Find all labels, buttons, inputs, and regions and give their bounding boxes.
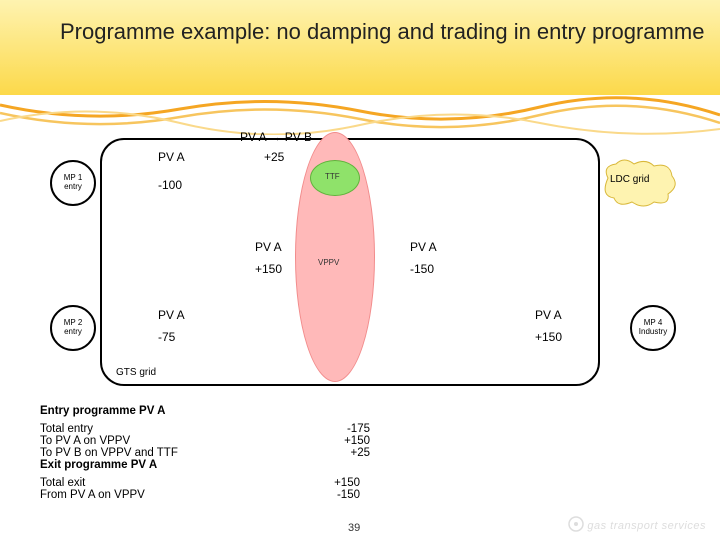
table-row: From PV A on VPPV-150 (40, 489, 360, 501)
ttf-label: TTF (325, 172, 340, 181)
mp2-label: MP 2 entry (64, 319, 83, 337)
mp1-node: MP 1 entry (50, 160, 96, 206)
header-bar (0, 0, 720, 95)
exit-row-val: +150 (316, 477, 360, 489)
programme-tables: Entry programme PV A Total entry-175 To … (40, 405, 690, 501)
footer-brand: gas transport services (568, 516, 706, 532)
brand-icon (568, 516, 584, 532)
bot-left-pva: PV A (158, 308, 185, 322)
entry-row-val: +25 (326, 447, 370, 459)
exit-row-label: From PV A on VPPV (40, 489, 316, 501)
table-row: To PV B on VPPV and TTF+25 (40, 447, 370, 459)
footer-brand-text: gas transport services (587, 520, 706, 532)
mid-right-pva: PV A (410, 240, 437, 254)
mp2-node: MP 2 entry (50, 305, 96, 351)
mp4-label: MP 4 Industry (639, 319, 667, 337)
top-plus25: +25 (264, 150, 284, 164)
diagram-area: GTS grid VPPV TTF LDC grid MP 1 entry MP… (40, 130, 680, 400)
entry-row-val: -175 (326, 423, 370, 435)
entry-heading: Entry programme PV A (40, 405, 370, 417)
mid-left-pva: PV A (255, 240, 282, 254)
table-row: Total entry-175 (40, 423, 370, 435)
top-pva-label: PV A (158, 150, 185, 164)
left-minus100: -100 (158, 178, 182, 192)
wave-decor (0, 95, 720, 135)
top-transfer-label: PV A → PV B (240, 130, 312, 144)
exit-row-label: Total exit (40, 477, 316, 489)
entry-row-val: +150 (326, 435, 370, 447)
bot-right-plus150: +150 (535, 330, 562, 344)
vppv-label: VPPV (318, 258, 339, 267)
mp1-label: MP 1 entry (64, 174, 83, 192)
ldc-label: LDC grid (610, 174, 649, 185)
entry-row-label: To PV A on VPPV (40, 435, 326, 447)
slide-title: Programme example: no damping and tradin… (60, 18, 704, 46)
table-row: Total exit+150 (40, 477, 360, 489)
entry-programme-col: Entry programme PV A Total entry-175 To … (40, 405, 370, 459)
bot-right-pva: PV A (535, 308, 562, 322)
mp4-node: MP 4 Industry (630, 305, 676, 351)
entry-row-label: Total entry (40, 423, 326, 435)
table-row: To PV A on VPPV+150 (40, 435, 370, 447)
bot-left-minus75: -75 (158, 330, 175, 344)
slide-number: 39 (348, 522, 360, 534)
entry-row-label: To PV B on VPPV and TTF (40, 447, 326, 459)
exit-heading: Exit programme PV A (40, 459, 360, 471)
mid-right-minus150: -150 (410, 262, 434, 276)
mid-left-plus150: +150 (255, 262, 282, 276)
exit-programme-col: Exit programme PV A Total exit+150 From … (40, 459, 360, 501)
gts-grid-label: GTS grid (116, 367, 156, 378)
exit-row-val: -150 (316, 489, 360, 501)
